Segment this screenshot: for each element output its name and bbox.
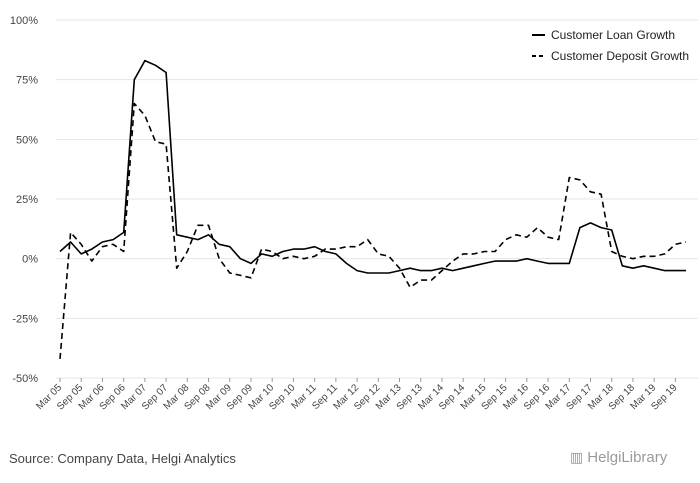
series-layer [59,59,687,359]
helgi-library-logo[interactable]: ▥ HelgiLibrary [570,449,667,466]
grid-layer [56,19,698,379]
y-tick-label: 50% [16,134,38,146]
library-building-icon: ▥ [570,449,584,465]
y-axis: -50% -25% 0% 25% 50% 75% 100% [10,15,38,385]
y-tick-label: 100% [10,15,38,27]
legend-label: Customer Deposit Growth [551,49,689,63]
series-line-deposit-growth [59,102,687,359]
source-note: Source: Company Data, Helgi Analytics [9,451,236,466]
logo-text: HelgiLibrary [587,449,668,466]
y-tick-label: 0% [22,254,38,266]
legend: Customer Loan Growth Customer Deposit Gro… [532,28,689,63]
y-tick-label: -50% [12,373,38,385]
series-line-loan-growth [59,59,686,274]
legend-label: Customer Loan Growth [551,28,675,42]
y-tick-label: -25% [12,313,38,325]
y-tick-label: 75% [16,75,38,87]
y-tick-label: 25% [16,194,38,206]
